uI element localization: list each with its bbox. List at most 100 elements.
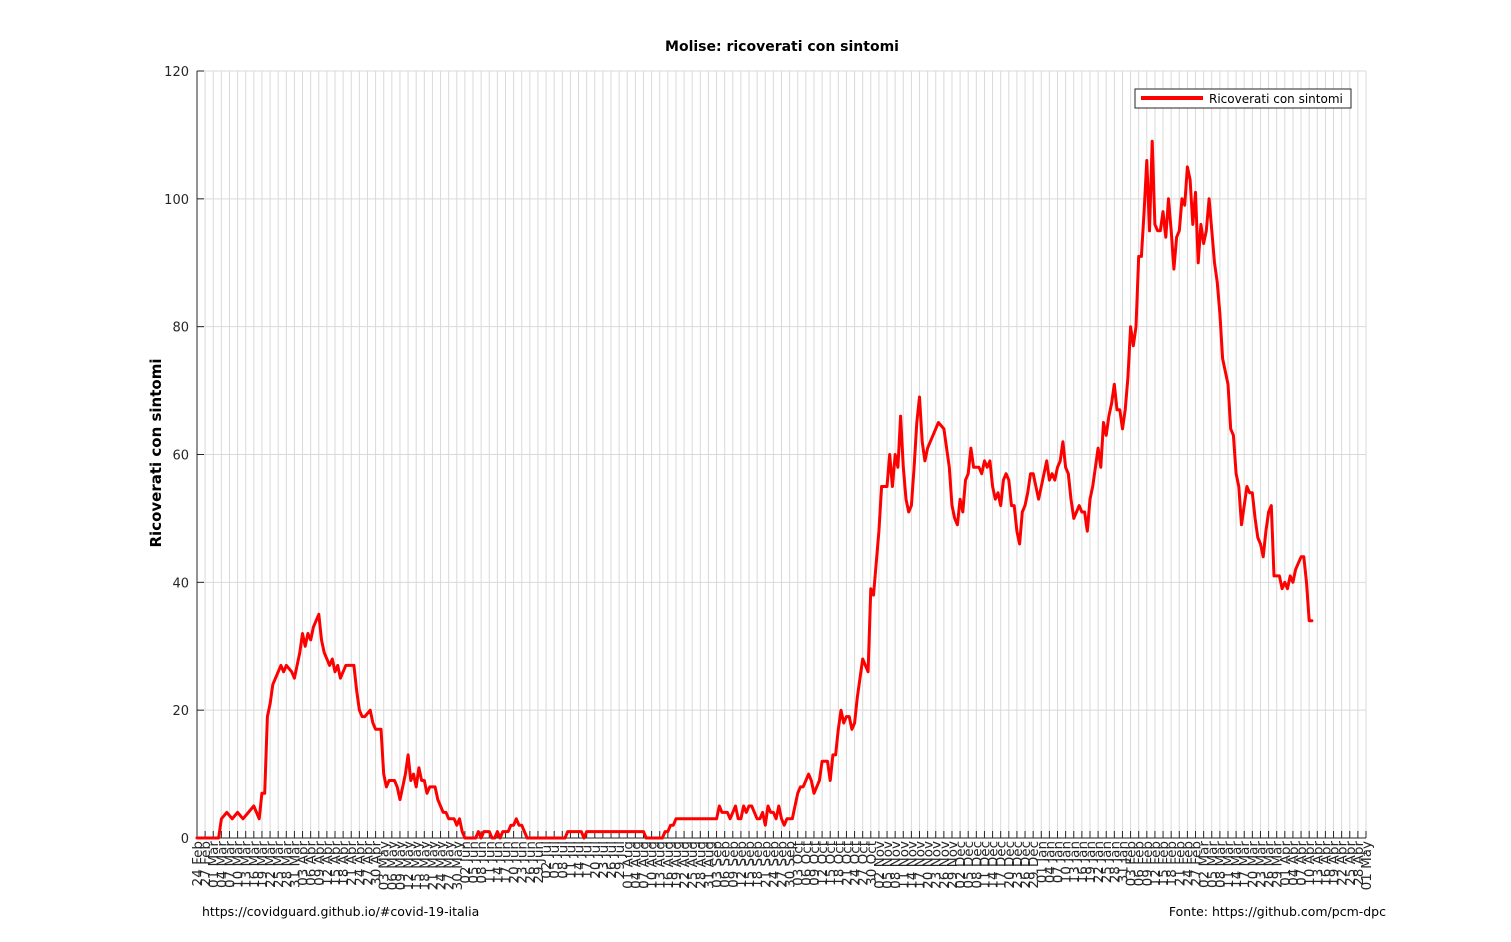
x-tick-label: 24 Oct <box>848 841 864 886</box>
x-tick-label: 16 Apr <box>1318 841 1334 886</box>
x-tick-label: 14 Nov <box>904 841 920 889</box>
x-tick-label: 07 Mar <box>222 841 238 888</box>
x-tick-label: 12 Feb <box>1148 841 1164 886</box>
x-tick-label: 08 Dec <box>969 841 985 889</box>
x-tick-label: 29 Dec <box>1026 841 1042 889</box>
x-tick-label: 21 May <box>425 841 441 890</box>
x-tick-label: 15 Oct <box>823 841 839 886</box>
x-tick-label: 20 Jun <box>507 841 523 884</box>
footer-source-link: https://covidguard.github.io/#covid-19-i… <box>202 904 480 919</box>
x-tick-label: 29 Mar <box>1270 841 1286 888</box>
x-tick-label: 10 Apr <box>1302 841 1318 886</box>
x-tick-label: 15 May <box>409 841 425 890</box>
x-tick-label: 05 Jun <box>466 841 482 884</box>
x-tick-label: 26 Jul <box>604 841 620 879</box>
x-tick-label: 18 Sep <box>750 841 766 888</box>
x-tick-label: 10 Mar <box>231 841 247 888</box>
series-line-ricoverati <box>195 139 1314 840</box>
x-tick-label: 22 Aug <box>677 841 693 889</box>
x-tick-label: 01 Jan <box>1034 841 1050 883</box>
x-tick-label: 28 Mar <box>279 841 295 888</box>
y-tick-label: 40 <box>172 576 189 591</box>
x-tick-label: 14 Jun <box>490 841 506 884</box>
x-tick-label: 03 May <box>377 841 393 890</box>
x-tick-label: 27 Feb <box>198 841 214 886</box>
x-tick-label: 21 Apr <box>344 841 360 886</box>
legend-label: Ricoverati con sintomi <box>1209 92 1343 106</box>
x-tick-label: 18 Feb <box>1164 841 1180 886</box>
x-tick-label: 17 Jul <box>580 841 596 879</box>
x-tick-label: 13 Apr <box>1310 841 1326 886</box>
x-tick-label: 02 Dec <box>953 841 969 889</box>
x-tick-label: 26 Nov <box>937 841 953 889</box>
x-tick-label: 24 Apr <box>352 841 368 886</box>
legend: Ricoverati con sintomi <box>1134 88 1352 109</box>
x-tick-label: 21 Oct <box>839 841 855 886</box>
x-tick-label: 25 Apr <box>1343 841 1359 886</box>
x-tick-label: 22 Mar <box>263 841 279 888</box>
x-tick-label: 16 Mar <box>247 841 263 888</box>
x-tick-label: 27 Oct <box>856 841 872 886</box>
y-axis-label: Ricoverati con sintomi <box>147 359 165 548</box>
x-tick-label: 19 Mar <box>255 841 271 888</box>
x-tick-label: 12 Sep <box>734 841 750 888</box>
x-tick-label: 15 Feb <box>1156 841 1172 886</box>
x-tick-label: 05 Jul <box>547 841 563 879</box>
x-tick-label: 25 Mar <box>271 841 287 888</box>
x-tick-label: 08 Nov <box>888 841 904 889</box>
x-tick-label: 03 Feb <box>1124 841 1140 886</box>
x-tick-label: 01 Aug <box>620 841 636 889</box>
x-tick-label: 01 Mar <box>206 841 222 888</box>
x-tick-label: 28 Jan <box>1107 841 1123 883</box>
x-tick-label: 23 Dec <box>1010 841 1026 889</box>
x-tick-label: 26 Mar <box>1262 841 1278 888</box>
x-tick-label: 17 Mar <box>1237 841 1253 888</box>
x-tick-label: 31 Jan <box>1115 841 1131 883</box>
x-tick-label: 29 Jul <box>612 841 628 879</box>
x-tick-label: 14 Mar <box>1229 841 1245 888</box>
x-tick-label: 23 Jun <box>515 841 531 884</box>
x-tick-label: 26 Dec <box>1018 841 1034 889</box>
x-tick-label: 30 May <box>450 841 466 890</box>
x-tick-label: 24 May <box>434 841 450 890</box>
x-tick-label: 30 Apr <box>369 841 385 886</box>
x-tick-label: 19 Jan <box>1083 841 1099 883</box>
x-tick-label: 31 Aug <box>701 841 717 889</box>
x-tick-label: 11 Jul <box>563 841 579 879</box>
x-tick-label: 04 Jan <box>1042 841 1058 883</box>
x-tick-label: 18 May <box>417 841 433 890</box>
y-tick-label: 120 <box>164 65 189 80</box>
x-tick-label: 04 Aug <box>628 841 644 889</box>
chart-title: Molise: ricoverati con sintomi <box>665 39 899 55</box>
footer-credit: Fonte: https://github.com/pcm-dpc <box>1168 904 1386 919</box>
x-tick-label: 24 Sep <box>766 841 782 888</box>
x-tick-label: 15 Sep <box>742 841 758 888</box>
x-tick-label: 13 Mar <box>239 841 255 888</box>
x-tick-label: 06 Oct <box>799 841 815 886</box>
x-tick-label: 02 Jun <box>458 841 474 884</box>
x-tick-label: 12 Apr <box>320 841 336 886</box>
x-tick-label: 03 Oct <box>791 841 807 886</box>
x-tick-label: 05 Mar <box>1205 841 1221 888</box>
x-tick-label: 08 Jun <box>474 841 490 884</box>
x-tick-label: 26 Jun <box>523 841 539 884</box>
x-tick-label: 25 Jan <box>1099 841 1115 883</box>
x-tick-label: 11 Mar <box>1221 841 1237 888</box>
x-tick-label: 09 Feb <box>1140 841 1156 886</box>
x-tick-label: 10 Aug <box>645 841 661 889</box>
x-tick-label: 24 Feb <box>190 841 206 886</box>
x-tick-label: 13 Aug <box>653 841 669 889</box>
x-tick-label: 02 Jul <box>539 841 555 879</box>
x-tick-label: 06 Sep <box>718 841 734 888</box>
x-tick-label: 16 Aug <box>661 841 677 889</box>
x-tick-label: 18 Apr <box>336 841 352 886</box>
y-tick-label: 20 <box>172 704 189 719</box>
x-tick-label: 27 Sep <box>775 841 791 888</box>
x-tick-label: 08 Mar <box>1213 841 1229 888</box>
x-tick-label: 09 Apr <box>312 841 328 886</box>
x-tick-label: 17 Nov <box>913 841 929 889</box>
x-tick-label: 27 Apr <box>360 841 376 886</box>
x-tick-label: 07 Aug <box>636 841 652 889</box>
